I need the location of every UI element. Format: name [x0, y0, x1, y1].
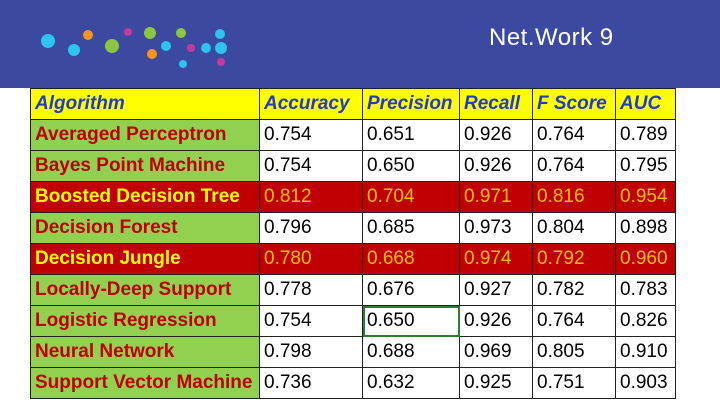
algorithm-cell: Bayes Point Machine — [30, 150, 260, 182]
auc-cell[interactable]: 0.954 — [615, 181, 676, 213]
precision-cell[interactable]: 0.650 — [362, 150, 460, 182]
precision-cell[interactable]: 0.676 — [362, 274, 460, 306]
header-row: Algorithm Accuracy Precision Recall F Sc… — [30, 88, 676, 120]
dot — [105, 39, 119, 53]
table-row: Logistic Regression 0.754 0.650 0.926 0.… — [30, 305, 676, 337]
fscore-cell[interactable]: 0.805 — [532, 336, 616, 368]
recall-cell[interactable]: 0.927 — [459, 274, 533, 306]
selected-cell[interactable]: 0.650 — [362, 305, 460, 337]
algorithm-cell: Logistic Regression — [30, 305, 260, 337]
auc-cell[interactable]: 0.795 — [615, 150, 676, 182]
auc-cell[interactable]: 0.783 — [615, 274, 676, 306]
recall-cell[interactable]: 0.971 — [459, 181, 533, 213]
dot — [215, 42, 227, 54]
algorithm-cell: Locally-Deep Support — [30, 274, 260, 306]
dot — [124, 28, 132, 36]
precision-cell[interactable]: 0.651 — [362, 119, 460, 151]
precision-cell[interactable]: 0.632 — [362, 367, 460, 399]
algorithm-cell: Neural Network — [30, 336, 260, 368]
algorithm-cell: Boosted Decision Tree — [30, 181, 260, 213]
auc-cell[interactable]: 0.826 — [615, 305, 676, 337]
recall-cell[interactable]: 0.926 — [459, 305, 533, 337]
table-row: Support Vector Machine 0.736 0.632 0.925… — [30, 367, 676, 399]
dot — [83, 30, 93, 40]
dot — [68, 44, 80, 56]
header-accuracy: Accuracy — [259, 88, 363, 120]
header-fscore: F Score — [532, 88, 616, 120]
accuracy-cell[interactable]: 0.736 — [259, 367, 363, 399]
precision-cell[interactable]: 0.685 — [362, 212, 460, 244]
algorithm-cell: Decision Forest — [30, 212, 260, 244]
fscore-cell[interactable]: 0.751 — [532, 367, 616, 399]
table-row: Bayes Point Machine 0.754 0.650 0.926 0.… — [30, 150, 676, 182]
header-recall: Recall — [459, 88, 533, 120]
fscore-cell[interactable]: 0.764 — [532, 150, 616, 182]
auc-cell[interactable]: 0.789 — [615, 119, 676, 151]
precision-cell[interactable]: 0.688 — [362, 336, 460, 368]
results-table: Algorithm Accuracy Precision Recall F Sc… — [30, 88, 676, 399]
auc-cell[interactable]: 0.903 — [615, 367, 676, 399]
dot — [176, 28, 186, 38]
precision-cell[interactable]: 0.668 — [362, 243, 460, 275]
accuracy-cell[interactable]: 0.780 — [259, 243, 363, 275]
fscore-cell[interactable]: 0.764 — [532, 305, 616, 337]
table-row-highlighted: Decision Jungle 0.780 0.668 0.974 0.792 … — [30, 243, 676, 275]
precision-cell[interactable]: 0.704 — [362, 181, 460, 213]
accuracy-cell[interactable]: 0.796 — [259, 212, 363, 244]
accuracy-cell[interactable]: 0.754 — [259, 119, 363, 151]
dot — [217, 58, 225, 66]
dot — [41, 34, 55, 48]
algorithm-cell: Decision Jungle — [30, 243, 260, 275]
fscore-cell[interactable]: 0.792 — [532, 243, 616, 275]
logo-dots — [41, 27, 227, 68]
accuracy-cell[interactable]: 0.754 — [259, 305, 363, 337]
auc-cell[interactable]: 0.898 — [615, 212, 676, 244]
auc-cell[interactable]: 0.960 — [615, 243, 676, 275]
table-row: Locally-Deep Support 0.778 0.676 0.927 0… — [30, 274, 676, 306]
dot — [215, 29, 225, 39]
dot — [179, 60, 187, 68]
fscore-cell[interactable]: 0.764 — [532, 119, 616, 151]
header-precision: Precision — [362, 88, 460, 120]
dot — [187, 44, 195, 52]
fscore-cell[interactable]: 0.782 — [532, 274, 616, 306]
dot — [147, 49, 157, 59]
dot — [201, 43, 211, 53]
recall-cell[interactable]: 0.973 — [459, 212, 533, 244]
fscore-cell[interactable]: 0.816 — [532, 181, 616, 213]
table-row: Averaged Perceptron 0.754 0.651 0.926 0.… — [30, 119, 676, 151]
recall-cell[interactable]: 0.926 — [459, 119, 533, 151]
table-row-highlighted: Boosted Decision Tree 0.812 0.704 0.971 … — [30, 181, 676, 213]
auc-cell[interactable]: 0.910 — [615, 336, 676, 368]
slide-title: Net.Work 9 — [489, 24, 614, 51]
header-algorithm: Algorithm — [30, 88, 260, 120]
recall-cell[interactable]: 0.969 — [459, 336, 533, 368]
accuracy-cell[interactable]: 0.778 — [259, 274, 363, 306]
dot — [144, 27, 156, 39]
table-row: Decision Forest 0.796 0.685 0.973 0.804 … — [30, 212, 676, 244]
header-auc: AUC — [615, 88, 676, 120]
accuracy-cell[interactable]: 0.754 — [259, 150, 363, 182]
recall-cell[interactable]: 0.926 — [459, 150, 533, 182]
accuracy-cell[interactable]: 0.798 — [259, 336, 363, 368]
recall-cell[interactable]: 0.974 — [459, 243, 533, 275]
algorithm-cell: Support Vector Machine — [30, 367, 260, 399]
accuracy-cell[interactable]: 0.812 — [259, 181, 363, 213]
recall-cell[interactable]: 0.925 — [459, 367, 533, 399]
header-banner: Net.Work 9 — [0, 0, 720, 88]
dot — [161, 41, 171, 51]
fscore-cell[interactable]: 0.804 — [532, 212, 616, 244]
table-row: Neural Network 0.798 0.688 0.969 0.805 0… — [30, 336, 676, 368]
algorithm-cell: Averaged Perceptron — [30, 119, 260, 151]
